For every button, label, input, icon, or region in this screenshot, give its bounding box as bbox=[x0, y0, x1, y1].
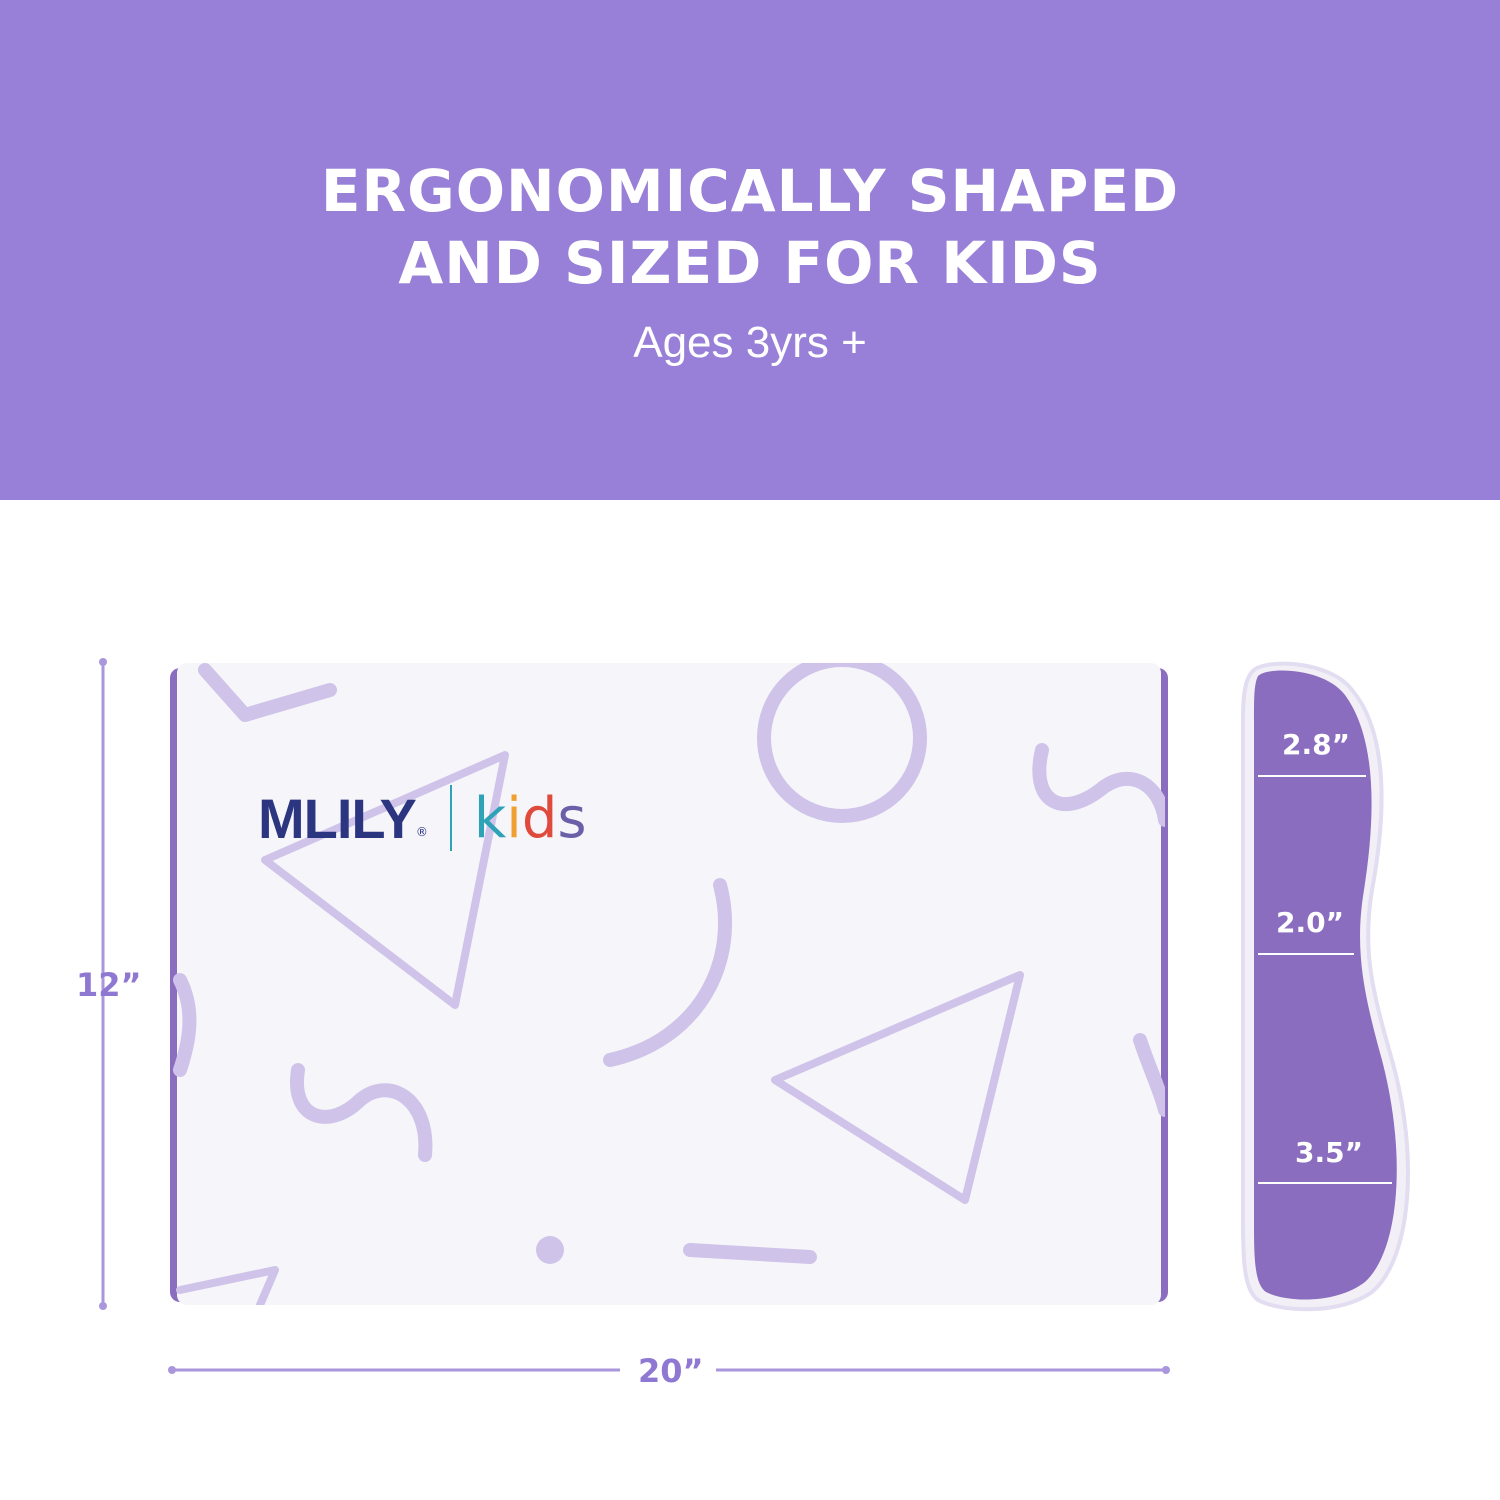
logo-kids: kids bbox=[474, 786, 587, 851]
logo-divider bbox=[449, 785, 452, 851]
width-label: 20” bbox=[638, 1352, 704, 1390]
height-label: 12” bbox=[76, 966, 142, 1004]
header-banner: ERGONOMICALLY SHAPED AND SIZED FOR KIDS … bbox=[0, 0, 1500, 500]
logo-d: d bbox=[521, 785, 558, 851]
pillow-illustration bbox=[99, 658, 1410, 1374]
pillow-pattern bbox=[173, 663, 1165, 1305]
logo-brand: MLILY bbox=[258, 786, 417, 850]
headline-line-1: ERGONOMICALLY SHAPED bbox=[320, 157, 1180, 225]
subtitle: Ages 3yrs + bbox=[633, 318, 867, 367]
headline: ERGONOMICALLY SHAPED AND SIZED FOR KIDS bbox=[0, 155, 1500, 299]
mlily-kids-logo: MLILY ® kids bbox=[258, 785, 587, 851]
pillow-profile-foam bbox=[1254, 670, 1397, 1300]
profile-middle-label: 2.0” bbox=[1276, 906, 1345, 939]
profile-top-label: 2.8” bbox=[1282, 728, 1351, 761]
profile-bottom-label: 3.5” bbox=[1295, 1136, 1364, 1169]
logo-i: i bbox=[506, 785, 522, 851]
pillow-top bbox=[177, 663, 1161, 1305]
headline-line-2: AND SIZED FOR KIDS bbox=[398, 229, 1102, 297]
logo-k: k bbox=[473, 785, 507, 851]
logo-registered: ® bbox=[415, 825, 428, 839]
logo-s: s bbox=[557, 785, 587, 851]
